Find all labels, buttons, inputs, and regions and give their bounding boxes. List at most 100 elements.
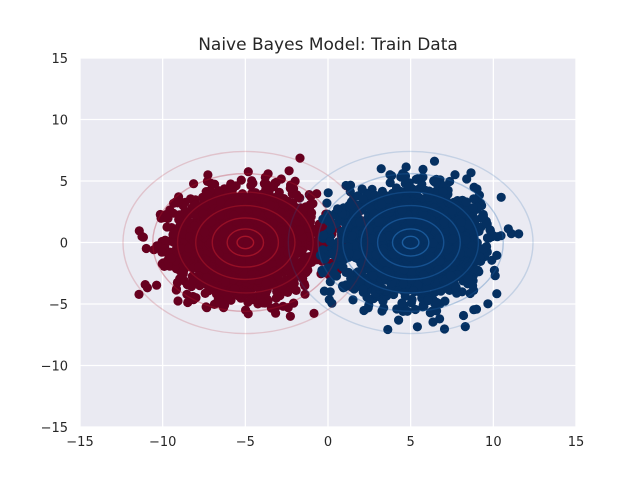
data-point: [134, 289, 144, 299]
data-point: [352, 209, 362, 219]
data-point: [152, 241, 162, 251]
data-point: [206, 238, 216, 248]
data-point: [292, 190, 302, 200]
data-point: [203, 190, 213, 200]
data-point: [173, 296, 183, 306]
data-point: [215, 210, 225, 220]
data-point: [260, 264, 271, 274]
data-point: [245, 192, 255, 202]
data-point: [303, 223, 313, 233]
data-point: [293, 245, 303, 255]
data-point: [261, 288, 271, 298]
data-point: [410, 304, 420, 315]
data-point: [285, 183, 295, 193]
data-point: [169, 229, 179, 239]
data-point: [394, 315, 404, 325]
data-point: [344, 267, 354, 278]
data-point: [337, 281, 348, 291]
data-point: [210, 179, 220, 189]
data-point: [439, 324, 450, 334]
data-point: [318, 230, 329, 240]
data-point: [413, 174, 423, 184]
data-point: [300, 289, 310, 299]
data-point: [274, 187, 284, 197]
data-point: [462, 174, 472, 184]
data-point: [429, 156, 440, 166]
data-point: [240, 212, 250, 222]
data-point: [469, 194, 479, 204]
data-point: [211, 289, 222, 299]
data-point: [163, 213, 173, 223]
data-point: [284, 166, 294, 176]
data-point: [412, 322, 422, 332]
data-point: [184, 243, 194, 253]
data-point: [256, 226, 267, 236]
data-point: [377, 306, 387, 316]
data-point: [277, 280, 288, 290]
data-point: [483, 299, 493, 309]
data-point: [138, 232, 148, 242]
data-point: [200, 227, 210, 238]
data-point: [261, 185, 271, 195]
data-point: [503, 224, 513, 234]
data-point: [295, 153, 305, 163]
data-point: [472, 184, 482, 194]
data-point: [327, 298, 337, 308]
data-point: [273, 271, 283, 281]
data-point: [423, 295, 433, 306]
data-point: [346, 199, 356, 210]
data-point: [140, 280, 150, 290]
data-point: [243, 297, 253, 307]
data-point: [364, 300, 374, 310]
data-point: [307, 208, 317, 218]
data-point: [230, 284, 240, 294]
data-point: [201, 302, 211, 312]
data-point: [295, 226, 305, 236]
data-point: [278, 301, 288, 311]
data-point: [261, 278, 271, 288]
data-point: [322, 198, 332, 208]
data-point: [220, 277, 230, 287]
data-point: [283, 248, 293, 258]
data-point: [471, 304, 482, 314]
data-point: [334, 252, 344, 262]
data-point: [239, 273, 249, 283]
data-point: [385, 178, 395, 188]
data-point: [471, 256, 481, 266]
data-point: [245, 256, 255, 266]
data-point: [467, 241, 477, 251]
data-point: [219, 228, 229, 238]
data-point: [243, 309, 253, 319]
data-point: [293, 208, 303, 218]
data-point: [376, 164, 386, 174]
data-point: [460, 322, 470, 332]
data-point: [309, 308, 319, 318]
data-point: [174, 214, 184, 225]
data-point: [178, 260, 188, 271]
data-point: [234, 196, 244, 206]
data-point: [263, 169, 273, 179]
data-point: [290, 176, 300, 186]
data-point: [152, 280, 162, 290]
data-point: [205, 280, 215, 290]
data-point: [172, 277, 182, 288]
data-point: [285, 311, 295, 321]
data-point: [400, 171, 411, 181]
data-point: [243, 167, 253, 177]
data-point: [223, 188, 233, 198]
data-point: [514, 229, 524, 239]
data-point: [166, 253, 176, 263]
data-point: [226, 179, 236, 189]
data-point: [247, 176, 257, 186]
data-point: [424, 193, 434, 203]
data-point: [345, 180, 356, 190]
data-point: [492, 289, 502, 299]
data-point: [200, 200, 210, 210]
data-point: [168, 237, 178, 247]
data-point: [325, 287, 335, 297]
data-point: [418, 164, 428, 174]
data-point: [275, 213, 285, 223]
data-point: [402, 306, 412, 316]
data-point: [345, 187, 355, 197]
